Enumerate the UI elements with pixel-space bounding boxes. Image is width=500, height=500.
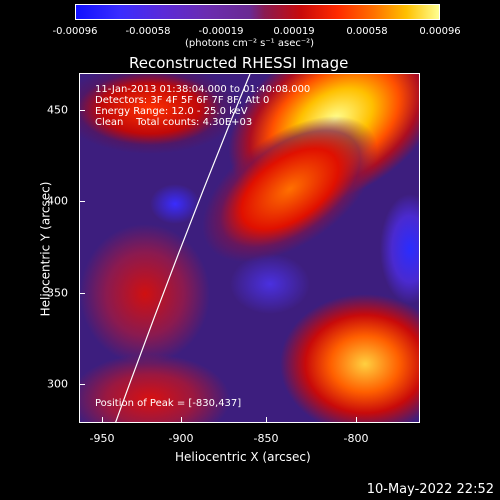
- y-axis-label: Heliocentric Y (arcsec): [38, 181, 53, 317]
- y-tick-label: 300: [47, 377, 68, 391]
- x-tick-label: -950: [89, 432, 115, 445]
- y-tick-label: 400: [47, 194, 68, 208]
- generation-date: 10-May-2022 22:52: [366, 482, 494, 497]
- x-tick-label: -800: [343, 432, 369, 445]
- info-energy-range: Energy Range: 12.0 - 25.0 keV: [95, 106, 248, 117]
- x-axis-label: Heliocentric X (arcsec): [175, 450, 311, 464]
- solar-limb-line: [115, 74, 251, 422]
- x-tick-label: -850: [253, 432, 279, 445]
- colorbar-tick: -0.00058: [125, 26, 171, 37]
- colorbar-tick: 0.00058: [346, 26, 388, 37]
- y-tick-label: 350: [47, 286, 68, 300]
- peak-position-text: Position of Peak = [-830,437]: [95, 398, 242, 409]
- info-detectors: Detectors: 3F 4F 5F 6F 7F 8F, Att 0: [95, 95, 270, 106]
- rhessi-image: [79, 73, 420, 423]
- colorbar-tick: 0.00096: [419, 26, 461, 37]
- colorbar-tick: -0.00096: [52, 26, 98, 37]
- info-clean-counts: Clean Total counts: 4.30E+03: [95, 117, 253, 128]
- colorbar: [75, 4, 440, 20]
- colorbar-tick: 0.00019: [273, 26, 315, 37]
- x-tick-label: -900: [168, 432, 194, 445]
- plot-title: Reconstructed RHESSI Image: [129, 54, 349, 72]
- observation-info: 11-Jan-2013 01:38:04.000 to 01:40:08.000…: [95, 84, 310, 128]
- y-tick-label: 450: [47, 103, 68, 117]
- colorbar-tick: -0.00019: [198, 26, 244, 37]
- colorbar-unit-label: (photons cm⁻² s⁻¹ asec⁻²): [185, 38, 315, 49]
- info-time-range: 11-Jan-2013 01:38:04.000 to 01:40:08.000: [95, 84, 311, 95]
